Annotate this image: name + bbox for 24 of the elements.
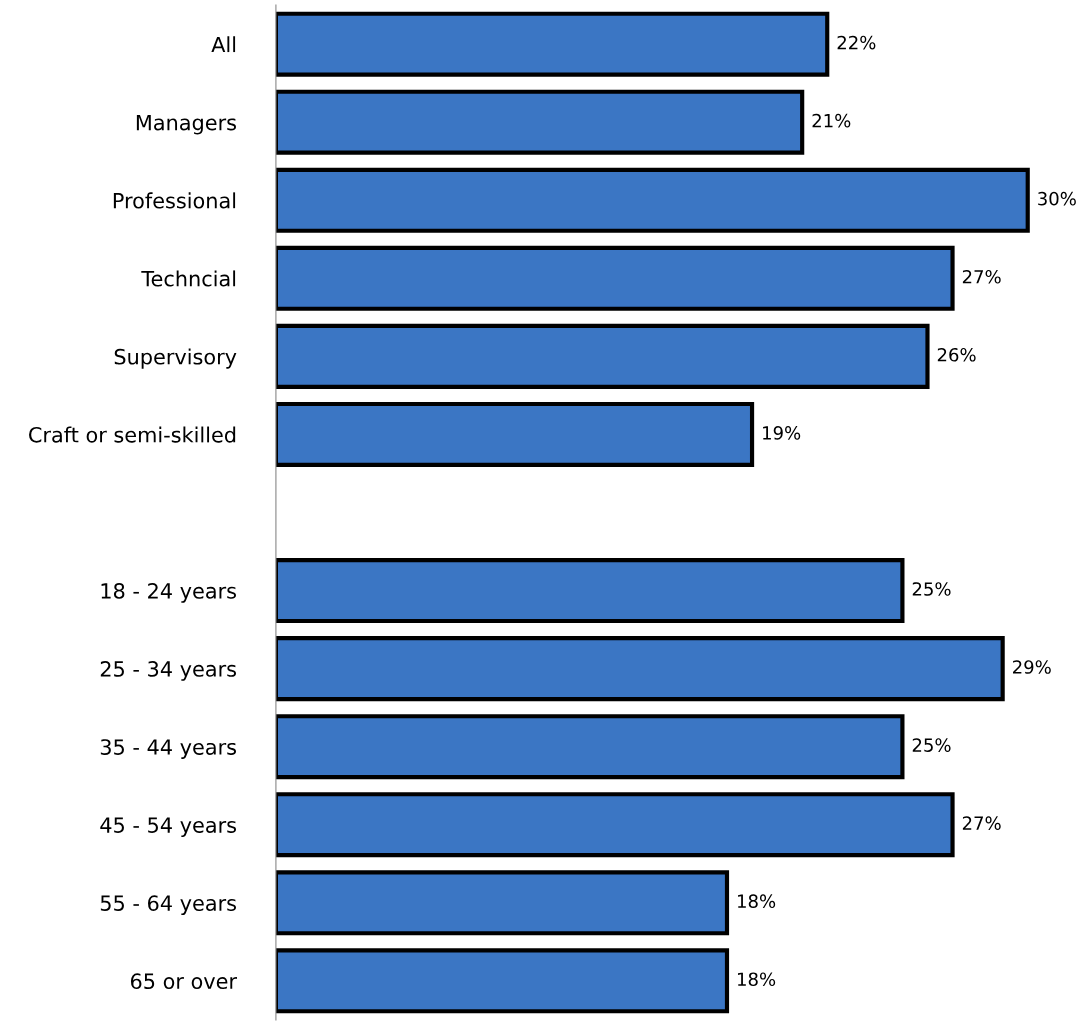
data-label: 25% <box>912 582 951 596</box>
data-label: 22% <box>837 35 876 50</box>
data-label: 30% <box>1038 191 1076 206</box>
y-tick-label: 55 - 64 years <box>100 895 237 916</box>
data-label: 21% <box>812 113 851 128</box>
data-label: 18% <box>738 894 776 909</box>
data-label: 29% <box>1013 660 1051 674</box>
data-label: 25% <box>912 738 951 752</box>
data-label: 27% <box>962 816 1001 830</box>
data-label: 19% <box>763 426 801 440</box>
y-tick-label: All <box>211 36 236 53</box>
y-tick-label: Professional <box>113 192 236 209</box>
y-tick-label: Craft or semi-skilled <box>29 426 236 443</box>
y-tick-label: 45 - 54 years <box>100 817 237 837</box>
y-tick-label: 35 - 44 years <box>100 739 237 759</box>
y-tick-label: 25 - 34 years <box>100 661 237 681</box>
y-tick-label: Managers <box>136 114 236 135</box>
y-tick-label: 18 - 24 years <box>101 583 237 603</box>
data-label: 18% <box>738 972 776 987</box>
data-label: 26% <box>937 347 976 362</box>
y-tick-label: 65 or over <box>130 973 238 990</box>
data-label: 27% <box>962 269 1001 284</box>
y-tick-label: Techncial <box>141 270 236 287</box>
y-tick-label: Supervisory <box>114 348 237 369</box>
